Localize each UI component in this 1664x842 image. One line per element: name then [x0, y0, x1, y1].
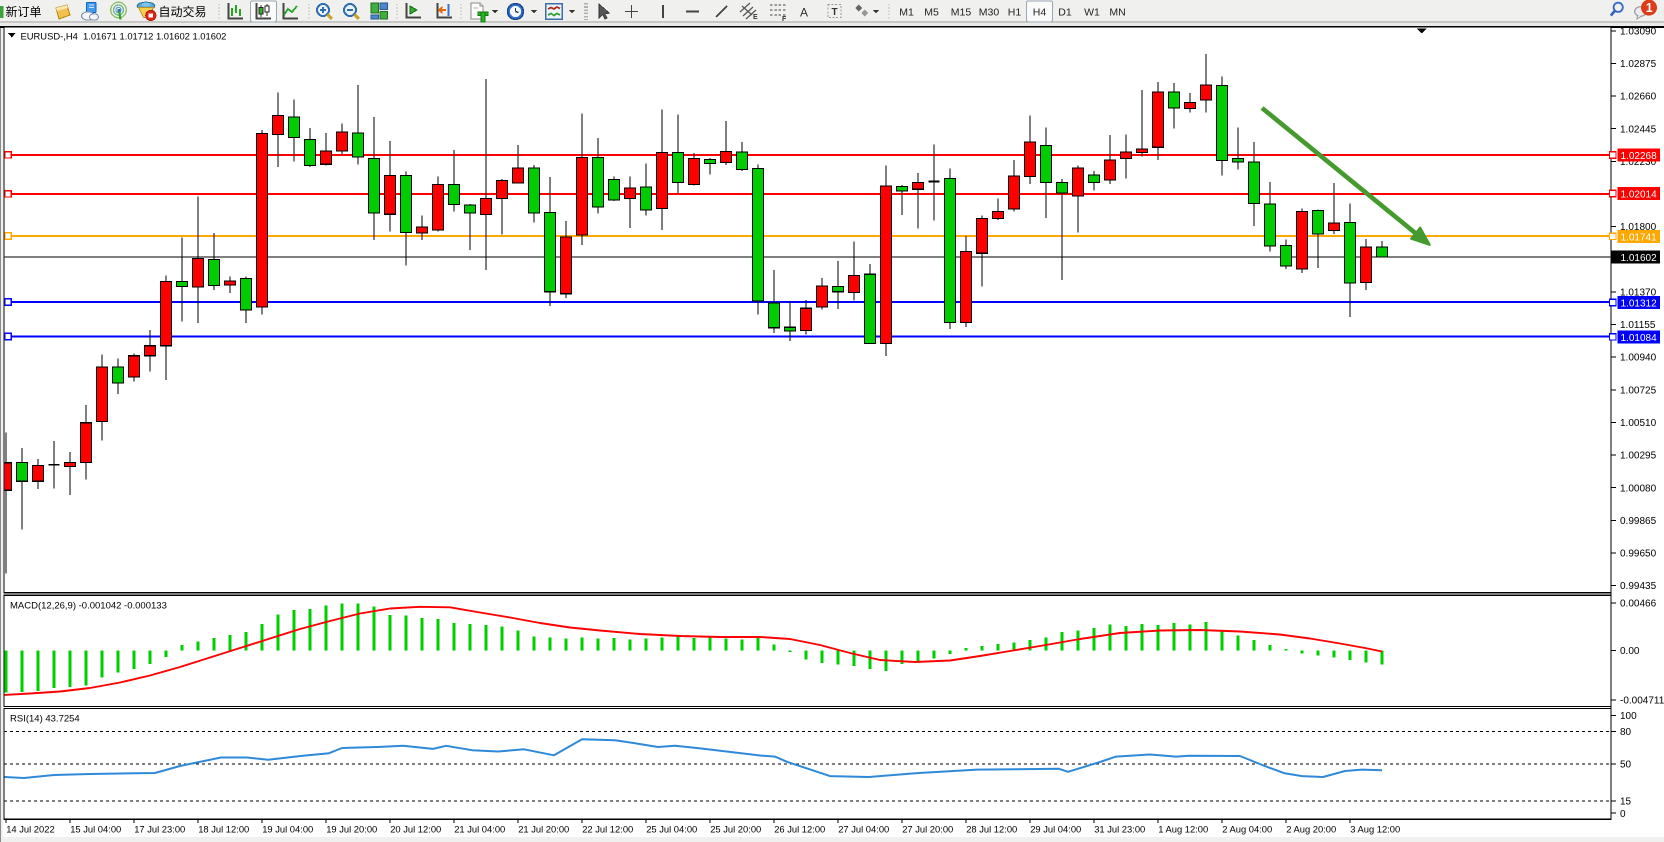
svg-text:1.01312: 1.01312: [1621, 299, 1658, 310]
svg-text:H1: H1: [1008, 7, 1022, 19]
svg-text:0.00: 0.00: [1620, 646, 1640, 657]
svg-text:25 Jul 04:00: 25 Jul 04:00: [646, 824, 697, 835]
svg-text:MACD(12,26,9) -0.001042 -0.000: MACD(12,26,9) -0.001042 -0.000133: [10, 601, 167, 612]
svg-text:17 Jul 23:00: 17 Jul 23:00: [134, 824, 185, 835]
svg-text:100: 100: [1620, 711, 1637, 722]
svg-text:1.01084: 1.01084: [1621, 333, 1658, 344]
svg-text:1: 1: [1646, 1, 1653, 15]
svg-text:0: 0: [1620, 809, 1626, 820]
svg-text:1.02660: 1.02660: [1620, 92, 1657, 103]
svg-text:1.02230: 1.02230: [1620, 157, 1657, 168]
svg-text:1.01741: 1.01741: [1621, 232, 1658, 243]
svg-text:1.01800: 1.01800: [1620, 222, 1657, 233]
svg-text:1.01370: 1.01370: [1620, 288, 1657, 299]
svg-text:1.02875: 1.02875: [1620, 59, 1657, 70]
svg-text:1.00295: 1.00295: [1620, 451, 1657, 462]
svg-text:25 Jul 20:00: 25 Jul 20:00: [710, 824, 761, 835]
svg-text:1.02014: 1.02014: [1621, 190, 1658, 201]
svg-text:2 Aug 04:00: 2 Aug 04:00: [1222, 824, 1272, 835]
svg-text:T: T: [832, 7, 838, 18]
svg-text:-0.004711: -0.004711: [1620, 695, 1664, 706]
svg-text:M15: M15: [951, 7, 972, 19]
svg-text:0.99650: 0.99650: [1620, 549, 1657, 560]
svg-text:MN: MN: [1109, 7, 1125, 19]
svg-text:31 Jul 23:00: 31 Jul 23:00: [1094, 824, 1145, 835]
svg-text:28 Jul 12:00: 28 Jul 12:00: [966, 824, 1017, 835]
svg-text:15 Jul 04:00: 15 Jul 04:00: [70, 824, 121, 835]
svg-text:自动交易: 自动交易: [159, 4, 207, 19]
svg-text:0.99435: 0.99435: [1620, 581, 1657, 592]
svg-text:50: 50: [1620, 760, 1632, 771]
svg-text:80: 80: [1620, 727, 1632, 738]
svg-text:0.99865: 0.99865: [1620, 516, 1657, 527]
svg-text:D1: D1: [1058, 7, 1072, 19]
svg-text:1.00510: 1.00510: [1620, 418, 1657, 429]
svg-text:3 Aug 12:00: 3 Aug 12:00: [1350, 824, 1400, 835]
svg-text:18 Jul 12:00: 18 Jul 12:00: [198, 824, 249, 835]
svg-text:21 Jul 04:00: 21 Jul 04:00: [454, 824, 505, 835]
svg-text:22 Jul 12:00: 22 Jul 12:00: [582, 824, 633, 835]
svg-text:A: A: [800, 6, 808, 20]
svg-text:15: 15: [1620, 796, 1632, 807]
svg-text:19 Jul 20:00: 19 Jul 20:00: [326, 824, 377, 835]
svg-text:1.00080: 1.00080: [1620, 483, 1657, 494]
svg-text:EURUSD-,H4 1.01671 1.01712 1.: EURUSD-,H4 1.01671 1.01712 1.01602 1.016…: [21, 30, 227, 41]
svg-text:W1: W1: [1084, 7, 1100, 19]
svg-text:1.02445: 1.02445: [1620, 124, 1657, 135]
svg-text:1.00725: 1.00725: [1620, 385, 1657, 396]
svg-text:M5: M5: [924, 7, 939, 19]
svg-text:1.01155: 1.01155: [1620, 320, 1656, 331]
svg-text:20 Jul 12:00: 20 Jul 12:00: [390, 824, 441, 835]
svg-text:26 Jul 12:00: 26 Jul 12:00: [774, 824, 825, 835]
svg-text:27 Jul 20:00: 27 Jul 20:00: [902, 824, 953, 835]
svg-text:H4: H4: [1033, 7, 1047, 19]
svg-text:21 Jul 20:00: 21 Jul 20:00: [518, 824, 569, 835]
svg-text:新订单: 新订单: [6, 4, 42, 19]
svg-text:29 Jul 04:00: 29 Jul 04:00: [1030, 824, 1081, 835]
svg-text:0.00466: 0.00466: [1620, 598, 1657, 609]
svg-text:14 Jul 2022: 14 Jul 2022: [6, 824, 54, 835]
svg-text:RSI(14) 43.7254: RSI(14) 43.7254: [10, 714, 80, 725]
svg-text:1.02268: 1.02268: [1621, 151, 1658, 162]
svg-text:27 Jul 04:00: 27 Jul 04:00: [838, 824, 889, 835]
svg-text:M1: M1: [899, 7, 914, 19]
svg-text:M30: M30: [979, 7, 1000, 19]
svg-text:1 Aug 12:00: 1 Aug 12:00: [1158, 824, 1208, 835]
svg-text:F: F: [782, 16, 787, 23]
svg-text:2 Aug 20:00: 2 Aug 20:00: [1286, 824, 1336, 835]
svg-text:1.00940: 1.00940: [1620, 353, 1657, 364]
svg-text:19 Jul 04:00: 19 Jul 04:00: [262, 824, 313, 835]
svg-text:1.01602: 1.01602: [1621, 253, 1658, 264]
svg-text:E: E: [753, 14, 758, 21]
svg-text:1.03090: 1.03090: [1620, 26, 1657, 37]
